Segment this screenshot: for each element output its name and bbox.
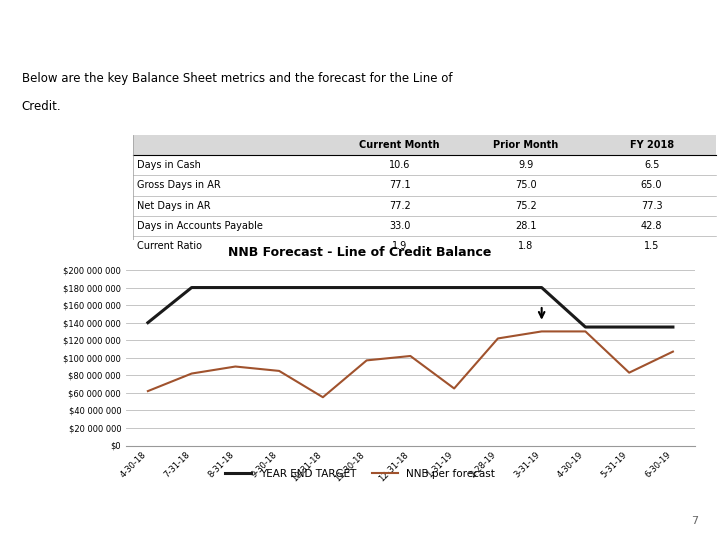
Text: Balance Sheet and Line of Credit: Balance Sheet and Line of Credit (216, 39, 462, 52)
Text: 77.2: 77.2 (389, 201, 410, 211)
Text: 28.1: 28.1 (515, 221, 536, 231)
Text: HEALTH SYSTEM: HEALTH SYSTEM (76, 38, 120, 43)
Text: Days in Cash: Days in Cash (137, 160, 201, 170)
Text: Current Month: Current Month (359, 140, 440, 150)
Text: FY 2018: FY 2018 (629, 140, 674, 150)
Text: 77.1: 77.1 (389, 180, 410, 191)
Text: 75.0: 75.0 (515, 180, 536, 191)
Text: 7: 7 (691, 516, 698, 525)
Polygon shape (22, 2, 54, 14)
Text: February 2019 Financial Report: February 2019 Financial Report (216, 13, 452, 26)
Text: 33.0: 33.0 (389, 221, 410, 231)
Text: ALAMEDA: ALAMEDA (76, 14, 140, 27)
Legend: YEAR END TARGET, NNB per forecast: YEAR END TARGET, NNB per forecast (221, 465, 499, 483)
Text: Prior Month: Prior Month (493, 140, 558, 150)
Text: 6.5: 6.5 (644, 160, 660, 170)
Text: 65.0: 65.0 (641, 180, 662, 191)
Text: Credit.: Credit. (22, 100, 61, 113)
Text: 77.3: 77.3 (641, 201, 662, 211)
Text: 1.5: 1.5 (644, 241, 660, 251)
Text: Days in Accounts Payable: Days in Accounts Payable (137, 221, 263, 231)
Polygon shape (22, 17, 65, 31)
Text: 1.9: 1.9 (392, 241, 408, 251)
Text: Net Days in AR: Net Days in AR (137, 201, 210, 211)
Bar (133, 135, 716, 155)
Text: Below are the key Balance Sheet metrics and the forecast for the Line of: Below are the key Balance Sheet metrics … (22, 72, 452, 85)
Text: 10.6: 10.6 (389, 160, 410, 170)
Text: 1.8: 1.8 (518, 241, 534, 251)
Text: 75.2: 75.2 (515, 201, 536, 211)
Text: Current Ratio: Current Ratio (137, 241, 202, 251)
Text: 42.8: 42.8 (641, 221, 662, 231)
Text: 9.9: 9.9 (518, 160, 534, 170)
Text: NNB Forecast - Line of Credit Balance: NNB Forecast - Line of Credit Balance (228, 246, 492, 259)
Text: Gross Days in AR: Gross Days in AR (137, 180, 220, 191)
